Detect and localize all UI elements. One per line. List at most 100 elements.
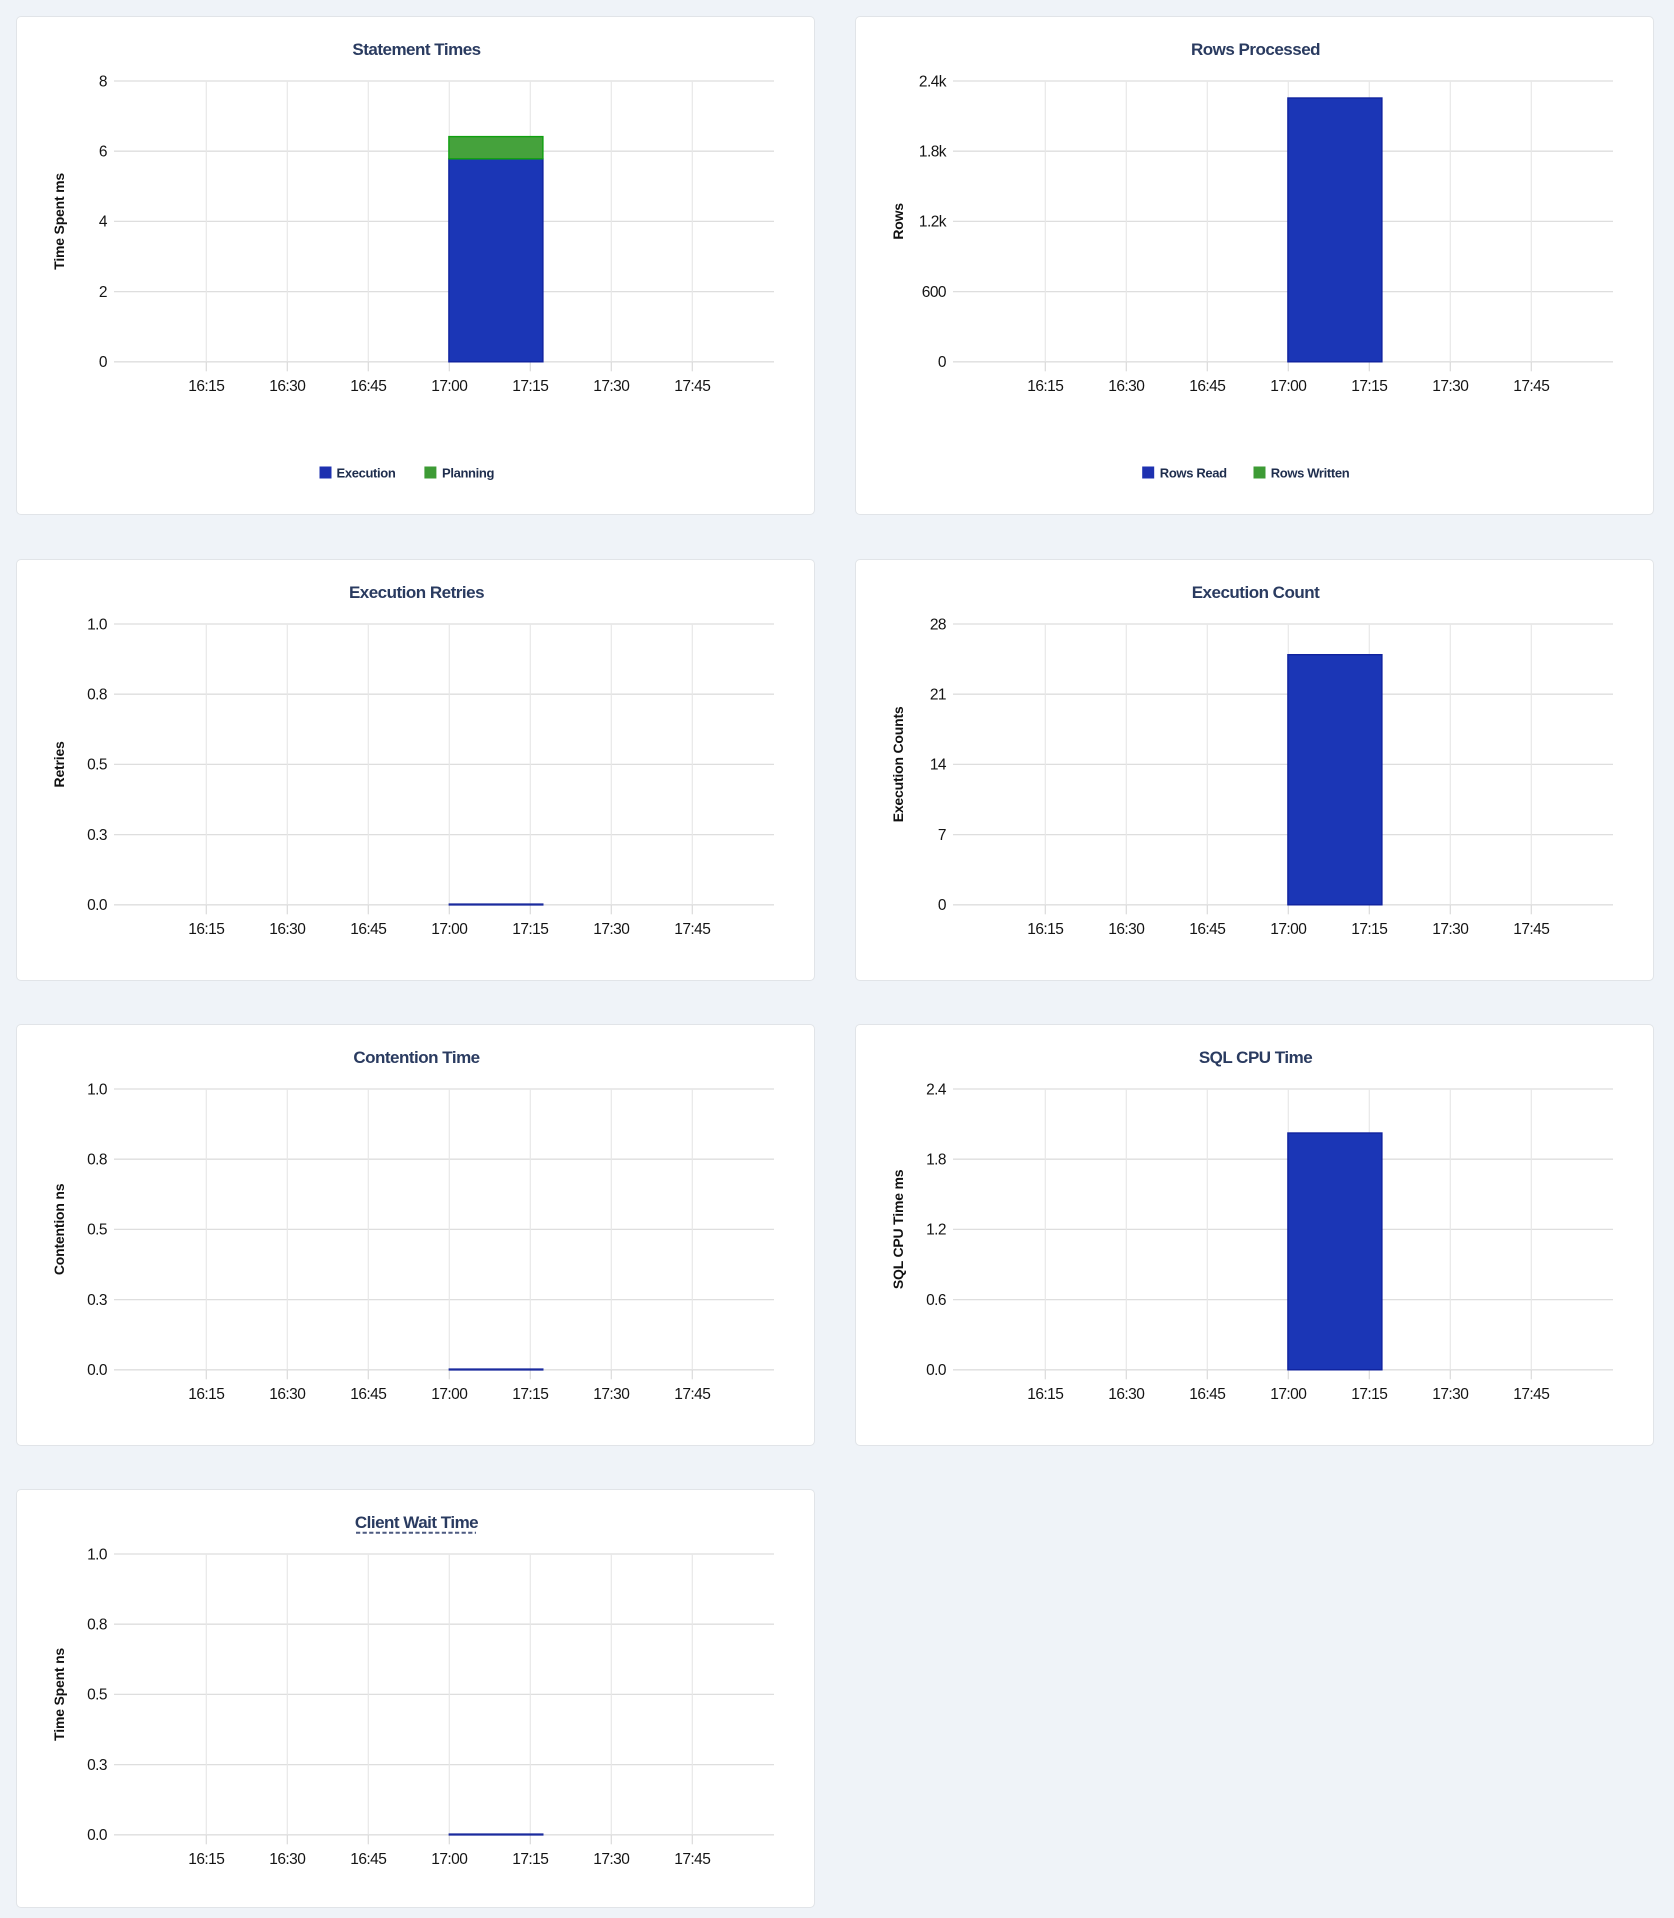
svg-text:16:30: 16:30 bbox=[269, 921, 306, 938]
svg-text:Time Spent ms: Time Spent ms bbox=[51, 173, 67, 270]
svg-text:Rows Processed: Rows Processed bbox=[1190, 40, 1319, 59]
svg-text:1.0: 1.0 bbox=[87, 1081, 108, 1098]
svg-text:16:30: 16:30 bbox=[269, 1386, 306, 1403]
svg-text:0.0: 0.0 bbox=[87, 897, 108, 914]
svg-text:17:15: 17:15 bbox=[1351, 1386, 1387, 1403]
svg-text:16:30: 16:30 bbox=[1108, 378, 1145, 395]
svg-text:17:45: 17:45 bbox=[674, 1851, 710, 1868]
svg-text:17:45: 17:45 bbox=[1513, 378, 1549, 395]
svg-text:0.0: 0.0 bbox=[87, 1827, 108, 1844]
svg-text:8: 8 bbox=[99, 73, 107, 90]
svg-text:Client Wait Time: Client Wait Time bbox=[355, 1512, 478, 1531]
svg-text:16:15: 16:15 bbox=[188, 1386, 224, 1403]
svg-text:2.4: 2.4 bbox=[926, 1081, 947, 1098]
svg-text:0.0: 0.0 bbox=[87, 1362, 108, 1379]
svg-text:1.8k: 1.8k bbox=[918, 144, 946, 161]
svg-text:17:15: 17:15 bbox=[512, 921, 548, 938]
svg-text:2.4k: 2.4k bbox=[918, 73, 946, 90]
svg-text:SQL CPU Time ms: SQL CPU Time ms bbox=[890, 1169, 906, 1289]
svg-text:14: 14 bbox=[929, 756, 946, 773]
svg-text:16:30: 16:30 bbox=[1108, 1386, 1145, 1403]
svg-text:16:30: 16:30 bbox=[269, 1851, 306, 1868]
svg-text:16:15: 16:15 bbox=[188, 378, 224, 395]
svg-text:17:15: 17:15 bbox=[1351, 921, 1387, 938]
svg-text:1.2: 1.2 bbox=[926, 1221, 946, 1238]
svg-text:17:15: 17:15 bbox=[512, 378, 548, 395]
svg-text:16:15: 16:15 bbox=[1027, 1386, 1063, 1403]
svg-text:Execution Count: Execution Count bbox=[1191, 582, 1319, 601]
svg-text:1.0: 1.0 bbox=[87, 616, 108, 633]
svg-text:16:45: 16:45 bbox=[350, 1386, 386, 1403]
svg-text:0.5: 0.5 bbox=[87, 756, 107, 773]
svg-text:Rows Read: Rows Read bbox=[1159, 465, 1226, 480]
svg-text:16:15: 16:15 bbox=[188, 921, 224, 938]
svg-text:17:30: 17:30 bbox=[1432, 921, 1469, 938]
svg-text:600: 600 bbox=[921, 284, 946, 301]
svg-text:17:45: 17:45 bbox=[1513, 1386, 1549, 1403]
svg-text:17:30: 17:30 bbox=[1432, 378, 1469, 395]
svg-text:Execution: Execution bbox=[337, 465, 396, 480]
svg-text:0: 0 bbox=[937, 897, 946, 914]
svg-text:16:45: 16:45 bbox=[350, 1851, 386, 1868]
svg-text:16:45: 16:45 bbox=[350, 921, 386, 938]
svg-text:28: 28 bbox=[929, 616, 945, 633]
svg-text:Execution Retries: Execution Retries bbox=[349, 582, 484, 601]
svg-text:0: 0 bbox=[937, 354, 946, 371]
svg-text:17:30: 17:30 bbox=[593, 921, 630, 938]
svg-text:17:00: 17:00 bbox=[431, 1851, 468, 1868]
svg-text:17:15: 17:15 bbox=[512, 1851, 548, 1868]
svg-text:17:00: 17:00 bbox=[1270, 378, 1307, 395]
svg-text:Execution Counts: Execution Counts bbox=[890, 706, 906, 822]
svg-text:Contention Time: Contention Time bbox=[353, 1047, 479, 1066]
svg-text:0.3: 0.3 bbox=[87, 1756, 107, 1773]
svg-text:16:30: 16:30 bbox=[269, 378, 306, 395]
svg-text:17:00: 17:00 bbox=[1270, 1386, 1307, 1403]
svg-text:16:15: 16:15 bbox=[188, 1851, 224, 1868]
svg-text:16:45: 16:45 bbox=[1189, 378, 1225, 395]
svg-text:Time Spent ns: Time Spent ns bbox=[51, 1647, 67, 1740]
svg-text:1.2k: 1.2k bbox=[918, 214, 946, 231]
svg-text:16:45: 16:45 bbox=[1189, 921, 1225, 938]
svg-text:Rows Written: Rows Written bbox=[1270, 465, 1349, 480]
svg-text:6: 6 bbox=[99, 144, 107, 161]
svg-text:0.8: 0.8 bbox=[87, 686, 107, 703]
svg-text:0.5: 0.5 bbox=[87, 1221, 107, 1238]
svg-text:17:15: 17:15 bbox=[1351, 378, 1387, 395]
svg-text:17:00: 17:00 bbox=[431, 378, 468, 395]
svg-text:1.8: 1.8 bbox=[926, 1151, 946, 1168]
svg-text:0.6: 0.6 bbox=[926, 1291, 946, 1308]
svg-text:17:45: 17:45 bbox=[1513, 921, 1549, 938]
svg-text:17:30: 17:30 bbox=[593, 378, 630, 395]
svg-text:17:30: 17:30 bbox=[593, 1386, 630, 1403]
svg-text:Rows: Rows bbox=[890, 203, 906, 240]
svg-text:17:00: 17:00 bbox=[431, 921, 468, 938]
svg-text:17:15: 17:15 bbox=[512, 1386, 548, 1403]
svg-text:16:45: 16:45 bbox=[350, 378, 386, 395]
svg-text:Planning: Planning bbox=[442, 465, 494, 480]
svg-text:2: 2 bbox=[99, 284, 107, 301]
svg-text:0: 0 bbox=[99, 354, 108, 371]
svg-text:17:45: 17:45 bbox=[674, 378, 710, 395]
svg-text:16:45: 16:45 bbox=[1189, 1386, 1225, 1403]
svg-text:4: 4 bbox=[99, 214, 108, 231]
svg-text:0.0: 0.0 bbox=[926, 1362, 947, 1379]
svg-text:1.0: 1.0 bbox=[87, 1546, 108, 1563]
svg-text:Retries: Retries bbox=[51, 740, 67, 786]
svg-text:17:45: 17:45 bbox=[674, 1386, 710, 1403]
svg-text:7: 7 bbox=[937, 826, 945, 843]
svg-text:16:30: 16:30 bbox=[1108, 921, 1145, 938]
svg-text:Contention ns: Contention ns bbox=[51, 1183, 67, 1275]
svg-text:17:00: 17:00 bbox=[431, 1386, 468, 1403]
svg-text:17:00: 17:00 bbox=[1270, 921, 1307, 938]
svg-text:0.8: 0.8 bbox=[87, 1616, 107, 1633]
svg-text:17:30: 17:30 bbox=[1432, 1386, 1469, 1403]
svg-text:0.8: 0.8 bbox=[87, 1151, 107, 1168]
svg-text:0.3: 0.3 bbox=[87, 1291, 107, 1308]
svg-text:0.5: 0.5 bbox=[87, 1686, 107, 1703]
svg-text:16:15: 16:15 bbox=[1027, 921, 1063, 938]
svg-text:21: 21 bbox=[929, 686, 945, 703]
svg-text:17:30: 17:30 bbox=[593, 1851, 630, 1868]
svg-text:0.3: 0.3 bbox=[87, 826, 107, 843]
svg-text:16:15: 16:15 bbox=[1027, 378, 1063, 395]
svg-text:17:45: 17:45 bbox=[674, 921, 710, 938]
